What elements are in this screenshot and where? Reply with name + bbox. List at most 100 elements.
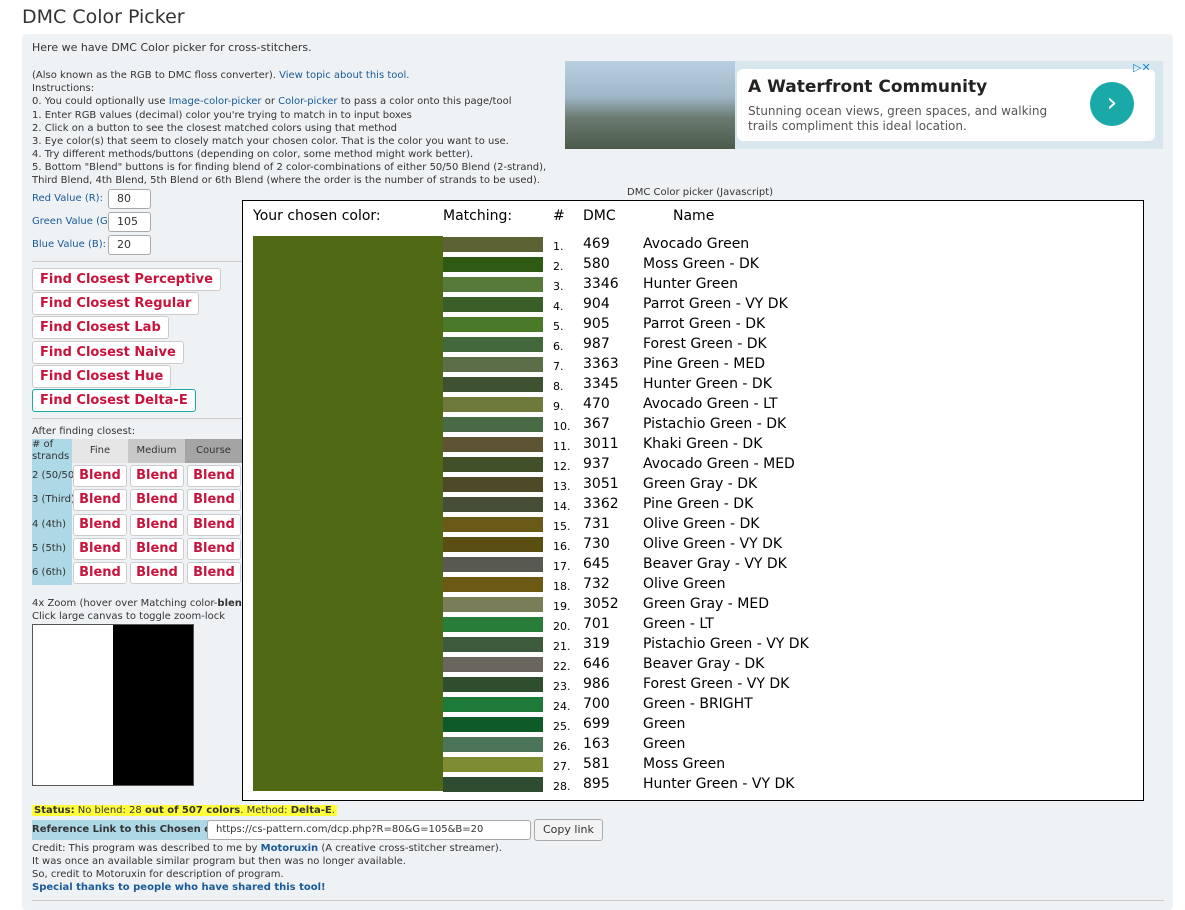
input-box[interactable]: 80 [108, 189, 151, 209]
copy-link-button[interactable]: Copy link [534, 819, 603, 841]
match-swatch[interactable] [443, 677, 543, 692]
credit-thanks[interactable]: Special thanks to people who have shared… [32, 882, 326, 893]
credit-line: It was once an available similar program… [32, 856, 406, 867]
match-swatch[interactable] [443, 517, 543, 532]
blend-button[interactable]: Blend [187, 465, 241, 487]
match-swatch[interactable] [443, 537, 543, 552]
match-index: 9. [553, 400, 564, 413]
match-swatch[interactable] [443, 777, 543, 792]
input-box[interactable]: 20 [108, 235, 151, 255]
match-dmc: 700 [583, 696, 610, 712]
match-index: 19. [553, 600, 571, 613]
blend-button[interactable]: Blend [130, 562, 184, 585]
intro: Here we have DMC Color picker for cross-… [32, 41, 312, 54]
match-name: Moss Green - DK [643, 256, 759, 272]
match-swatch[interactable] [443, 617, 543, 632]
divider [32, 261, 242, 262]
match-swatch[interactable] [443, 377, 543, 392]
method-button[interactable]: Find Closest Lab [32, 316, 169, 340]
match-swatch[interactable] [443, 337, 543, 352]
blend-row-label: 5 (5th) [32, 542, 66, 554]
match-name: Hunter Green - VY DK [643, 776, 795, 792]
match-swatch[interactable] [443, 357, 543, 372]
match-swatch[interactable] [443, 657, 543, 672]
match-swatch[interactable] [443, 317, 543, 332]
blend-button[interactable]: Blend [73, 489, 127, 512]
blend-button[interactable]: Blend [73, 537, 127, 560]
match-swatch[interactable] [443, 397, 543, 412]
method-button[interactable]: Find Closest Perceptive [32, 268, 221, 291]
blend-button[interactable]: Blend [130, 537, 184, 560]
instruction-line: 3. Eye color(s) that seem to closely mat… [32, 136, 509, 147]
blend-header: # of strands [32, 439, 70, 462]
blend-button[interactable]: Blend [187, 489, 241, 512]
credit-link[interactable]: Motoruxin [260, 843, 319, 854]
zoom-line: 4x Zoom (hover over Matching color-blend… [32, 598, 262, 609]
match-index: 15. [553, 520, 571, 533]
method-button[interactable]: Find Closest Regular [32, 292, 200, 316]
method-button[interactable]: Find Closest Delta-E [32, 389, 196, 412]
match-swatch[interactable] [443, 277, 543, 292]
blend-header-bg [128, 439, 185, 463]
input-box[interactable]: 105 [108, 212, 151, 232]
match-name: Green Gray - DK [643, 476, 758, 492]
blend-button[interactable]: Blend [73, 562, 127, 585]
about-link[interactable]: View topic about this tool. [279, 70, 410, 81]
blend-button[interactable]: Blend [187, 562, 241, 585]
match-name: Hunter Green - DK [643, 376, 772, 392]
result-canvas[interactable]: Your chosen color: Matching: # DMC Name 1. 469… [242, 200, 1144, 801]
zoom-canvas[interactable] [32, 624, 194, 786]
canvas-header: Name [673, 208, 715, 224]
instruction-link[interactable]: Color-picker [278, 96, 338, 107]
ad[interactable]: A Waterfront Community Stunning ocean vi… [565, 61, 1163, 149]
match-swatch[interactable] [443, 497, 543, 512]
match-swatch[interactable] [443, 757, 543, 772]
match-dmc: 730 [583, 536, 610, 552]
match-swatch[interactable] [443, 597, 543, 612]
match-dmc: 646 [583, 656, 610, 672]
ad-choices[interactable]: ▷✕ [1133, 61, 1151, 74]
match-swatch[interactable] [443, 477, 543, 492]
match-swatch[interactable] [443, 437, 543, 452]
ad-image [565, 61, 735, 149]
blend-button[interactable]: Blend [130, 489, 184, 512]
match-dmc: 732 [583, 576, 610, 592]
match-dmc: 895 [583, 776, 610, 792]
blend-header: Fine [89, 445, 111, 456]
status-part: . [331, 805, 335, 816]
instruction-link[interactable]: Image-color-picker [168, 96, 262, 107]
match-name: Forest Green - VY DK [643, 676, 790, 692]
method-button[interactable]: Find Closest Naive [32, 340, 184, 364]
match-swatch[interactable] [443, 297, 543, 312]
credit-text: Credit: This program was described to me… [32, 843, 261, 854]
match-index: 2. [553, 260, 564, 273]
match-dmc: 699 [583, 716, 610, 732]
blend-button[interactable]: Blend [73, 465, 127, 487]
ad-arrow[interactable]: › [1090, 82, 1134, 126]
canvas-header: Your chosen color: [253, 208, 381, 224]
match-swatch[interactable] [443, 417, 543, 432]
match-swatch[interactable] [443, 637, 543, 652]
blend-button[interactable]: Blend [187, 537, 241, 560]
match-index: 18. [553, 580, 571, 593]
match-name: Green - LT [643, 616, 714, 632]
instruction-text: or [261, 96, 279, 107]
match-swatch[interactable] [443, 557, 543, 572]
match-swatch[interactable] [443, 257, 543, 272]
match-swatch[interactable] [443, 577, 543, 592]
match-swatch[interactable] [443, 457, 543, 472]
method-button[interactable]: Find Closest Hue [32, 364, 172, 388]
blend-button[interactable]: Blend [130, 513, 184, 536]
blend-button[interactable]: Blend [187, 513, 241, 536]
match-name: Parrot Green - DK [643, 316, 766, 332]
match-swatch[interactable] [443, 717, 543, 732]
blend-col-bg [32, 439, 72, 585]
match-swatch[interactable] [443, 697, 543, 712]
blend-button[interactable]: Blend [130, 465, 184, 487]
blend-button[interactable]: Blend [73, 513, 127, 536]
match-swatch[interactable] [443, 737, 543, 752]
match-swatch[interactable] [443, 237, 543, 252]
reference-url[interactable]: https://cs-pattern.com/dcp.php?R=80&G=10… [207, 820, 531, 840]
match-name: Green [643, 736, 686, 752]
blend-header-bg [32, 439, 72, 463]
